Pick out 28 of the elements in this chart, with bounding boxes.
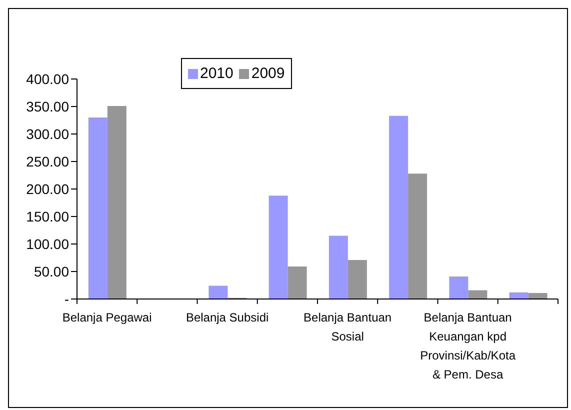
y-tick-label: 400.00: [26, 70, 70, 87]
bar: [468, 290, 488, 299]
y-tick-label: 300.00: [26, 126, 70, 142]
y-tick-label: 50.00: [34, 263, 70, 280]
legend-label: 2010: [199, 65, 234, 82]
x-tick-label: Belanja Bantuan Sosial: [304, 310, 392, 344]
bar: [389, 116, 408, 299]
y-tick-label: 250.00: [26, 153, 70, 170]
bar: [348, 260, 367, 299]
bar: [528, 292, 548, 299]
bar: [509, 292, 528, 299]
y-tick-label: 200.00: [26, 180, 70, 197]
y-tick-label: -: [64, 290, 70, 307]
bar: [107, 106, 126, 299]
y-tick-label: 150.00: [26, 208, 70, 224]
x-tick-label: Belanja Pegawai: [62, 310, 152, 325]
bar: [328, 236, 348, 299]
legend-label: 2009: [250, 65, 285, 82]
y-tick-label: 100.00: [26, 236, 70, 252]
bar: [208, 286, 228, 299]
x-tick-label: Belanja Subsidi: [186, 310, 269, 325]
x-tick-label: Belanja Bantuan Keuangan kpd Provinsi/Kab/Kota & Pem. Desa: [420, 310, 516, 382]
bar: [288, 266, 307, 299]
bar: [88, 118, 108, 299]
bar: [268, 196, 288, 299]
y-tick-label: 350.00: [26, 98, 70, 114]
bar: [408, 174, 428, 299]
bar: [449, 276, 468, 299]
